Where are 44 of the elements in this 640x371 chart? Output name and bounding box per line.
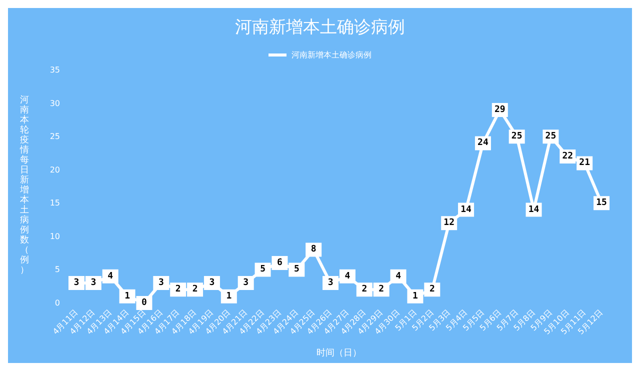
data-label: 14	[460, 204, 472, 215]
data-label: 1	[124, 291, 130, 302]
data-label: 2	[362, 284, 368, 295]
data-label: 12	[444, 218, 455, 228]
data-label: 22	[562, 152, 574, 162]
data-label: 5	[260, 264, 266, 275]
data-label: 3	[243, 278, 249, 288]
data-label: 14	[528, 204, 540, 215]
data-label: 3	[90, 278, 96, 288]
data-label: 2	[175, 284, 181, 295]
y-tick-label: 5	[54, 265, 60, 274]
text: 河南本轮疫情每日新增本土病例数（例）	[20, 96, 29, 276]
data-label: 0	[142, 298, 147, 308]
data-label: 5	[294, 264, 300, 275]
data-label: 4	[344, 271, 351, 282]
data-label: 3	[209, 278, 215, 288]
data-label: 15	[596, 198, 607, 208]
data-label: 4	[396, 271, 402, 282]
data-label: 3	[328, 278, 334, 288]
y-tick-label: 10	[50, 232, 60, 241]
data-label: 3	[74, 278, 80, 288]
data-label: 1	[226, 291, 232, 302]
data-label: 3	[158, 278, 164, 288]
x-axis-title: 时间（日）	[316, 348, 362, 358]
legend-label: 河南新增本土确诊病例	[292, 50, 372, 60]
data-label: 25	[511, 132, 522, 142]
data-label: 4	[108, 271, 114, 282]
y-tick-label: 35	[50, 66, 60, 74]
data-label: 2	[378, 284, 384, 295]
data-label: 8	[310, 244, 316, 255]
data-label: 25	[545, 132, 556, 142]
data-label: 21	[579, 158, 590, 168]
y-tick-label: 0	[54, 298, 60, 308]
y-tick-label: 15	[50, 198, 60, 208]
data-label: 1	[412, 291, 418, 302]
y-tick-label: 30	[50, 98, 60, 108]
data-label: 2	[192, 284, 198, 295]
data-label: 6	[277, 258, 282, 268]
chart-title: 河南新增本土确诊病例	[235, 18, 405, 38]
y-tick-label: 25	[50, 132, 60, 142]
data-label: 24	[478, 138, 489, 148]
data-label: 29	[494, 104, 506, 115]
data-label: 2	[429, 284, 435, 295]
y-tick-label: 20	[50, 165, 60, 174]
